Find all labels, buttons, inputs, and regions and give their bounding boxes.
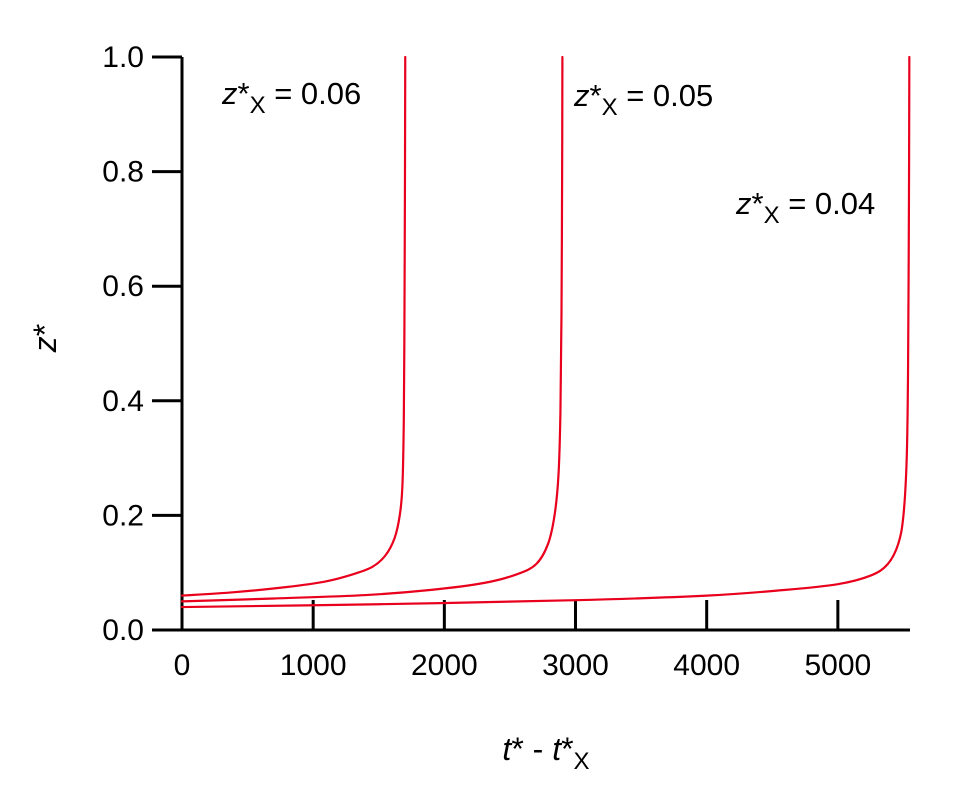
y-tick-label: 0.8 xyxy=(102,156,144,189)
series-annotation-1: z*X = 0.06 xyxy=(221,76,361,119)
x-tick-label: 1000 xyxy=(280,649,347,682)
x-tick-label: 2000 xyxy=(411,649,478,682)
x-tick-label: 5000 xyxy=(804,649,871,682)
x-axis-title: t* - t*X xyxy=(502,731,589,775)
y-axis-title: z* xyxy=(27,324,63,353)
axis-titles: z* t* - t*X xyxy=(27,324,590,775)
series-line-3 xyxy=(180,55,911,609)
x-tick-label: 3000 xyxy=(542,649,609,682)
series-line-2 xyxy=(180,55,564,603)
series-annotation-2: z*X = 0.05 xyxy=(573,78,713,121)
y-tick-label: 0.4 xyxy=(102,385,144,418)
y-tick-label: 0.6 xyxy=(102,270,144,303)
y-tick-label: 0.0 xyxy=(102,614,144,647)
x-tick-label: 0 xyxy=(174,649,191,682)
y-axis: 0.0 0.2 0.4 0.6 0.8 1.0 xyxy=(102,41,184,647)
series-annotation-3: z*X = 0.04 xyxy=(735,186,875,229)
x-tick-label: 4000 xyxy=(673,649,740,682)
series-line-1 xyxy=(180,55,407,597)
y-tick-label: 0.2 xyxy=(102,499,144,532)
annotations: z*X = 0.06 z*X = 0.05 z*X = 0.04 xyxy=(221,76,875,229)
series-group xyxy=(180,55,911,609)
y-tick-label: 1.0 xyxy=(102,41,144,74)
x-axis: 0 1000 2000 3000 4000 5000 xyxy=(174,600,910,682)
